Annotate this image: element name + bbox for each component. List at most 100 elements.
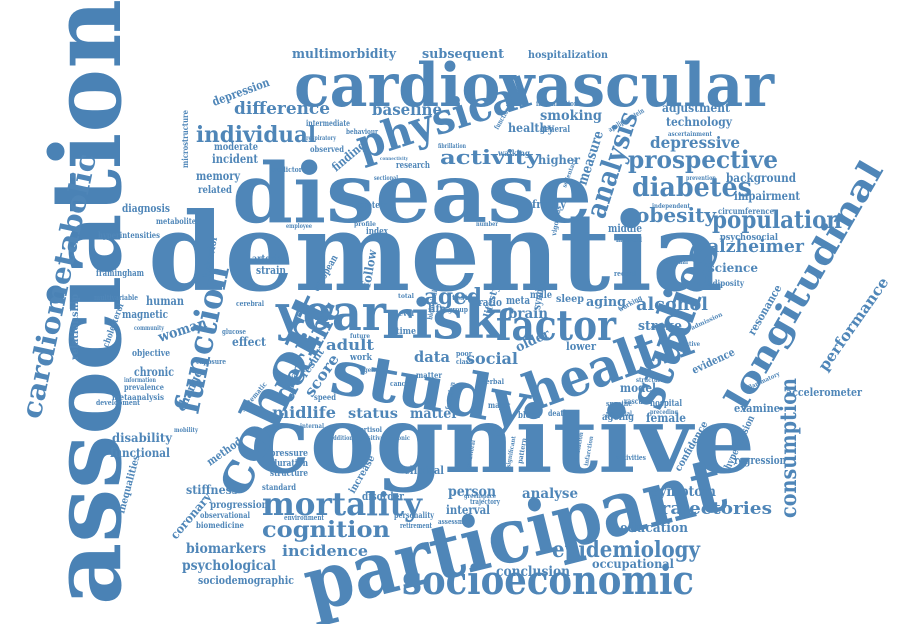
word-socioeconomic: socioeconomic	[402, 557, 694, 604]
word-diagnosis: diagnosis	[122, 202, 170, 215]
word-social: social	[466, 349, 518, 368]
word-dementia: dementia	[148, 190, 723, 316]
word-psychosocial: psychosocial	[720, 233, 779, 243]
word-midlife: midlife	[272, 403, 336, 422]
word-strain: strain	[256, 264, 286, 277]
word-microstructure: microstructure	[180, 110, 190, 168]
word-cortisol: cortisol	[356, 425, 382, 434]
word-background: background	[726, 171, 797, 185]
word-matter: matter	[410, 406, 459, 422]
word-cerebral: cerebral	[236, 299, 264, 308]
word-alcohol: alcohol	[636, 294, 708, 315]
word-multimorbidity: multimorbidity	[292, 47, 396, 62]
word-status: status	[348, 406, 398, 422]
word-depressive: depressive	[650, 133, 740, 152]
word-sleep: sleep	[556, 294, 584, 305]
word-genetic: genetic	[364, 367, 386, 374]
word-objective: objective	[132, 349, 170, 359]
word-hyperintensities: hyperintensities	[98, 230, 160, 240]
word-biomarkers: biomarkers	[186, 541, 266, 557]
word-record: record	[614, 269, 636, 278]
word-functional: functional	[110, 446, 170, 460]
word-factor: factor	[496, 301, 617, 350]
word-relationship: relationship	[70, 294, 81, 360]
word-related: related	[198, 185, 232, 196]
word-psychological: psychological	[182, 558, 276, 574]
word-subsequent: subsequent	[422, 47, 504, 62]
word-individual: individual	[196, 122, 316, 148]
word-stroke: stroke	[638, 319, 682, 334]
word-duration: duration	[272, 459, 308, 469]
word-consumption: consumption	[776, 378, 802, 518]
word-impairment: impairment	[734, 189, 800, 203]
word-prospective: prospective	[628, 145, 778, 174]
word-adiposity: adiposity	[708, 278, 744, 288]
word-alzheimer: alzheimer	[708, 236, 804, 257]
word-poor: poor	[456, 349, 472, 358]
word-connectivity: connectivity	[380, 156, 409, 162]
word-chronic-2: chronic	[388, 435, 410, 442]
word-future: future	[350, 333, 370, 340]
word-disorder: disorder	[362, 490, 404, 503]
word-ageing: ageing	[602, 412, 634, 423]
word-verbal: verbal	[481, 377, 504, 386]
word-higher: higher	[538, 153, 581, 167]
word-information: information	[124, 377, 157, 384]
word-respiratory: respiratory	[306, 135, 336, 142]
word-mortality: mortality	[262, 485, 423, 523]
word-metaanalysis: metaanalysis	[112, 392, 164, 402]
word-year: year	[275, 283, 387, 342]
word-number: number	[476, 221, 499, 228]
word-technology: technology	[666, 115, 733, 129]
word-trajectories: trajectories	[652, 499, 772, 519]
word-adult: adult	[326, 336, 374, 354]
word-examine: examine	[734, 402, 780, 415]
word-science: science	[708, 261, 758, 275]
word-cardiovascular: cardiovascular	[294, 51, 775, 121]
word-independent: independent	[652, 203, 690, 210]
word-personality: personality	[394, 510, 434, 520]
word-predictor: predictor	[270, 165, 302, 174]
word-walking: walking	[497, 148, 530, 158]
word-time: time	[396, 327, 416, 337]
word-behaviour: behaviour	[346, 127, 378, 136]
word-analyse: analyse	[522, 486, 578, 502]
word-structure: structure	[270, 469, 308, 479]
word-evidence: evidence	[690, 345, 737, 376]
word-population: population	[712, 205, 842, 234]
word-total: total	[398, 293, 415, 300]
word-clinical: clinical	[404, 464, 444, 477]
word-biomedicine: biomedicine	[196, 520, 244, 530]
word-internal: internal	[300, 423, 325, 430]
word-trajectory: trajectory	[470, 497, 501, 506]
word-cognitive: cognitive	[250, 386, 755, 494]
word-smoking: smoking	[540, 108, 602, 124]
word-moderate: moderate	[214, 142, 258, 153]
word-male: male	[530, 290, 552, 301]
word-occupational: occupational	[592, 557, 674, 571]
word-mobility: mobility	[174, 427, 198, 434]
word-national: national	[664, 259, 689, 266]
word-profile: profile	[354, 221, 376, 228]
word-speed: speed	[314, 392, 336, 402]
word-death: death	[548, 408, 568, 418]
word-pressure: pressure	[270, 449, 308, 459]
word-female: female	[646, 411, 686, 425]
word-incidence: incidence	[282, 542, 368, 560]
word-specific: specific	[606, 399, 632, 408]
word-development: development	[96, 398, 141, 407]
word-blood: blood	[518, 411, 541, 421]
word-aged: aged	[424, 284, 482, 310]
word-chronic: chronic	[134, 365, 174, 379]
word-incident: incident	[212, 152, 258, 166]
word-association: association	[30, 0, 143, 605]
word-group: group	[448, 305, 468, 314]
word-arterial: arterial	[252, 254, 286, 265]
word-lower: lower	[566, 340, 596, 353]
word-human: human	[146, 294, 184, 308]
word-predictive: predictive	[670, 341, 700, 348]
word-epidemiology: epidemiology	[552, 537, 701, 563]
word-retirement: retirement	[400, 521, 433, 530]
word-glucose: glucose	[222, 327, 246, 336]
